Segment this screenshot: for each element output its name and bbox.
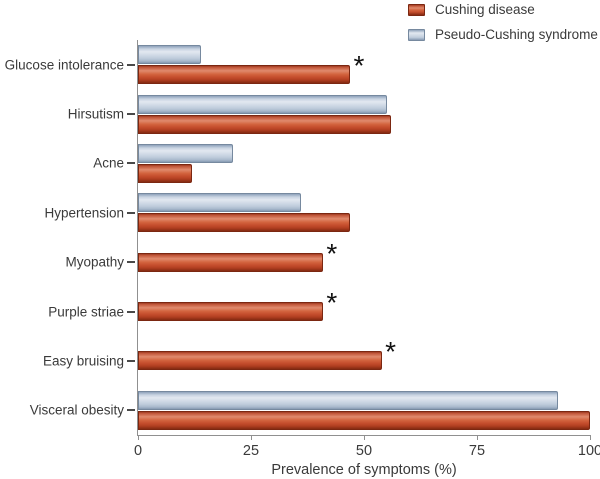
significance-asterisk: * — [385, 336, 396, 368]
cushing-disease-bar — [138, 213, 351, 233]
significance-asterisk: * — [353, 50, 365, 82]
x-axis-tick — [251, 435, 252, 440]
category-label: Purple striae — [48, 304, 124, 320]
cushing-bar-line — [138, 213, 590, 233]
cushing-disease-bar — [138, 252, 324, 272]
cushing-disease-bar — [138, 410, 590, 430]
category-row: Myopathy * — [65, 238, 590, 287]
category-tick-mark — [127, 409, 135, 412]
category-tick-mark — [127, 359, 135, 362]
category-label: Acne — [93, 155, 124, 171]
pseudo-cushing-bar — [138, 193, 301, 213]
cushing-disease-bar — [138, 114, 392, 134]
category-label: Easy bruising — [42, 353, 124, 369]
x-axis-tick — [138, 435, 139, 440]
category-tick-mark — [127, 113, 135, 116]
significance-asterisk: * — [326, 237, 338, 269]
cushing-disease-bar — [138, 163, 193, 183]
cushing-bar-line: * — [138, 338, 590, 371]
category-tick-mark — [127, 162, 135, 165]
significance-asterisk: * — [326, 287, 338, 319]
x-axis-tick-label: 100 — [577, 443, 600, 459]
cushing-disease-bar — [138, 65, 351, 85]
cushing-bar-line — [138, 410, 590, 430]
category-label: Myopathy — [65, 254, 124, 270]
pseudo-cushing-bar — [138, 94, 387, 114]
cushing-bar-line: * — [138, 289, 590, 322]
x-axis-tick — [590, 435, 591, 440]
legend-label: Cushing disease — [435, 2, 535, 17]
cushing-disease-bar — [138, 351, 383, 371]
pseudo-bar-line — [138, 143, 590, 163]
pseudo-bar-line — [138, 45, 590, 65]
category-label: Glucose intolerance — [4, 57, 124, 73]
category-tick-mark — [127, 310, 135, 313]
cushing-bar-line: * — [138, 239, 590, 272]
category-row: Hirsutism — [68, 89, 590, 138]
category-label: Hypertension — [44, 205, 124, 221]
x-axis-tick-label: 50 — [355, 443, 373, 459]
category-row: Easy bruising * — [43, 336, 590, 385]
pseudo-bar-line — [138, 390, 590, 410]
category-tick-mark — [127, 63, 135, 66]
x-axis-title: Prevalence of symptoms (%) — [271, 462, 457, 478]
x-axis-tick — [364, 435, 365, 440]
category-label: Hirsutism — [67, 106, 124, 122]
pseudo-bar-line — [138, 193, 590, 213]
category-row: Acne — [93, 139, 590, 188]
legend-swatch-icon — [408, 28, 425, 41]
category-label: Visceral obesity — [29, 402, 124, 418]
plot-area: Glucose intolerance * Hirsutism Acne — [5, 40, 600, 478]
legend-swatch-icon — [408, 3, 425, 16]
cushing-bar-line — [138, 114, 590, 134]
category-row: Glucose intolerance * — [5, 40, 590, 89]
category-tick-mark — [127, 261, 135, 264]
x-axis-tick-label: 25 — [242, 443, 260, 459]
cushing-bar-line: * — [138, 52, 590, 85]
bar-rows: Glucose intolerance * Hirsutism Acne — [5, 40, 590, 435]
x-axis-tick — [477, 435, 478, 440]
category-tick-mark — [127, 211, 135, 214]
legend-item: Cushing disease — [408, 2, 598, 17]
pseudo-cushing-bar — [138, 143, 233, 163]
legend-item: Pseudo-Cushing syndrome — [408, 27, 598, 42]
category-row: Hypertension — [44, 188, 590, 237]
cushing-disease-bar — [138, 302, 324, 322]
pseudo-cushing-bar — [138, 390, 559, 410]
chart-legend: Cushing disease Pseudo-Cushing syndrome — [408, 2, 598, 42]
category-row: Purple striae * — [48, 287, 590, 336]
cushing-bar-line — [138, 163, 590, 183]
pseudo-bar-line — [138, 94, 590, 114]
legend-label: Pseudo-Cushing syndrome — [435, 27, 598, 42]
x-axis-tick-label: 75 — [468, 443, 486, 459]
category-row: Visceral obesity — [30, 386, 590, 435]
x-axis-tick-label: 0 — [133, 443, 143, 459]
pseudo-cushing-bar — [138, 45, 202, 65]
